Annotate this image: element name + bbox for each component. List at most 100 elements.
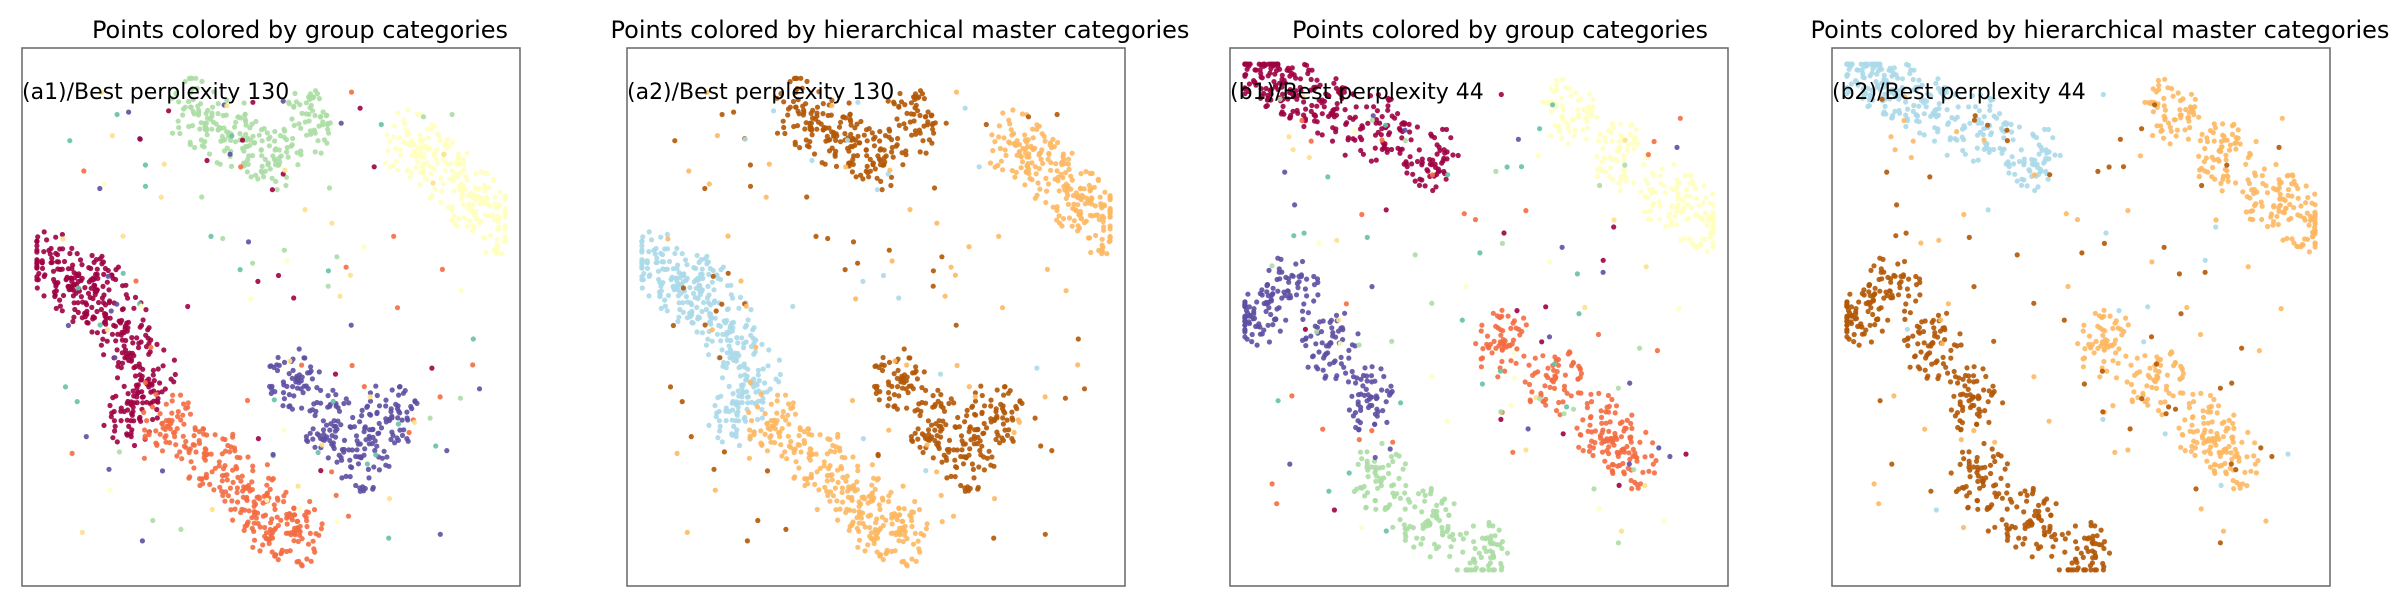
scatter-point	[1960, 376, 1966, 382]
scatter-point	[1319, 340, 1325, 346]
scatter-point	[903, 125, 909, 131]
scatter-point	[1944, 107, 1950, 113]
scatter-point	[296, 121, 302, 127]
scatter-point	[1018, 154, 1024, 160]
scatter-point	[124, 400, 130, 406]
scatter-point	[432, 186, 438, 192]
scatter-point	[1881, 84, 1887, 90]
scatter-point	[782, 392, 789, 398]
scatter-point	[1400, 466, 1406, 472]
scatter-point	[378, 121, 384, 128]
scatter-point	[303, 434, 309, 440]
scatter-point	[1405, 496, 1411, 502]
scatter-point	[147, 349, 153, 355]
scatter-point	[880, 497, 886, 503]
scatter-point	[353, 482, 359, 489]
scatter-point	[1268, 298, 1274, 304]
scatter-point	[1390, 458, 1396, 465]
scatter-point	[2012, 171, 2018, 177]
scatter-point	[75, 309, 81, 315]
scatter-point	[200, 426, 207, 432]
scatter-point	[302, 207, 308, 213]
scatter-point	[1596, 506, 1602, 512]
scatter-point	[699, 308, 705, 315]
scatter-point	[803, 476, 809, 482]
scatter-point	[829, 103, 835, 109]
plot-frame	[21, 47, 521, 587]
scatter-point	[696, 282, 702, 288]
scatter-point	[690, 290, 697, 296]
scatter-point	[1385, 103, 1391, 109]
scatter-point	[349, 362, 355, 369]
scatter-point	[476, 386, 483, 392]
scatter-point	[689, 302, 695, 308]
scatter-point	[399, 417, 405, 423]
scatter-point	[723, 332, 729, 338]
scatter-point	[832, 485, 838, 491]
scatter-point	[1265, 322, 1271, 328]
scatter-point	[1036, 166, 1042, 172]
scatter-point	[487, 203, 493, 209]
scatter-point	[1287, 461, 1293, 467]
scatter-point	[900, 162, 906, 168]
scatter-point	[1624, 443, 1630, 450]
scatter-point	[1701, 183, 1707, 189]
scatter-point	[895, 384, 901, 390]
scatter-point	[284, 149, 290, 155]
scatter-point	[837, 506, 843, 512]
scatter-point	[94, 308, 100, 315]
scatter-point	[1630, 140, 1636, 146]
scatter-point	[1981, 114, 1987, 120]
scatter-point	[1856, 299, 1862, 305]
scatter-point	[337, 293, 343, 299]
scatter-point	[99, 261, 105, 267]
scatter-point	[314, 91, 321, 97]
scatter-point	[861, 132, 867, 138]
scatter-point	[1275, 288, 1281, 294]
scatter-point	[150, 416, 156, 423]
scatter-point	[209, 104, 216, 110]
scatter-point	[253, 515, 259, 521]
scatter-point	[664, 231, 670, 238]
scatter-point	[847, 523, 853, 530]
scatter-point	[1856, 342, 1862, 348]
scatter-point	[798, 449, 804, 455]
scatter-point	[1924, 352, 1930, 358]
scatter-point	[924, 521, 930, 527]
scatter-point	[793, 459, 799, 465]
scatter-point	[827, 498, 833, 504]
scatter-point	[397, 427, 403, 433]
scatter-point	[413, 165, 419, 171]
scatter-point	[1511, 318, 1517, 324]
scatter-point	[1594, 173, 1600, 180]
scatter-point	[1693, 212, 1699, 218]
scatter-point	[1546, 334, 1553, 340]
scatter-point	[238, 164, 244, 170]
scatter-point	[811, 151, 818, 157]
scatter-point	[1954, 114, 1960, 120]
scatter-point	[1966, 104, 1972, 110]
scatter-point	[119, 306, 125, 313]
scatter-point	[1385, 107, 1391, 113]
scatter-point	[781, 124, 787, 131]
scatter-point	[680, 278, 686, 285]
scatter-point	[362, 424, 368, 430]
scatter-point	[787, 104, 793, 110]
scatter-point	[1548, 86, 1554, 92]
scatter-point	[735, 388, 741, 394]
scatter-point	[1402, 138, 1408, 144]
scatter-point	[1922, 367, 1928, 373]
scatter-point	[742, 414, 748, 420]
scatter-point	[119, 360, 126, 366]
scatter-point	[1365, 120, 1371, 126]
scatter-point	[1854, 67, 1860, 73]
scatter-point	[845, 494, 851, 500]
scatter-point	[420, 114, 427, 120]
scatter-point	[894, 517, 900, 523]
scatter-point	[262, 168, 268, 174]
scatter-point	[1710, 228, 1716, 235]
scatter-point	[119, 350, 125, 356]
scatter-point	[744, 538, 750, 544]
scatter-point	[1602, 458, 1608, 464]
scatter-point	[1267, 87, 1273, 93]
